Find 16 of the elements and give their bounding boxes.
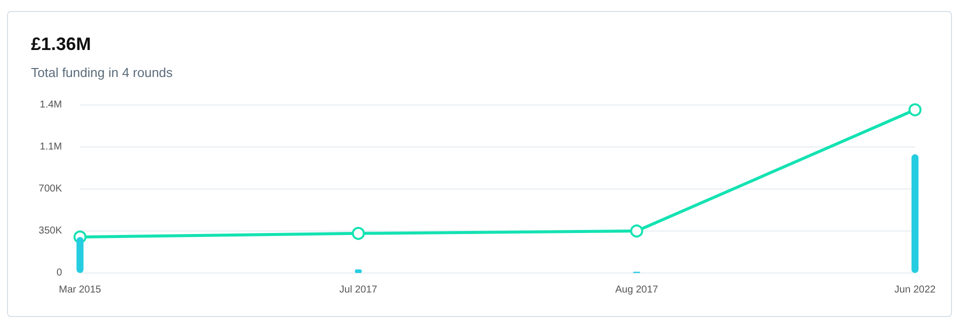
x-tick-label: Aug 2017 xyxy=(615,284,659,296)
chart-subtitle: Total funding in 4 rounds xyxy=(31,65,174,80)
x-tick-label: Jul 2017 xyxy=(339,284,378,296)
y-tick-label: 350K xyxy=(38,226,62,236)
x-tick-label: Jun 2022 xyxy=(894,284,936,296)
point xyxy=(908,103,922,116)
point xyxy=(352,226,365,240)
chart-title: £1.36M xyxy=(31,34,92,54)
point xyxy=(630,224,644,238)
y-tick-label: 700K xyxy=(38,184,62,194)
bar xyxy=(912,154,918,273)
y-tick-label: 1.1M xyxy=(40,142,62,152)
y-tick-label: 0 xyxy=(56,268,62,278)
bar xyxy=(76,237,84,273)
x-tick-label: Mar 2015 xyxy=(58,284,102,296)
y-tick-label: 1.4M xyxy=(40,100,62,110)
